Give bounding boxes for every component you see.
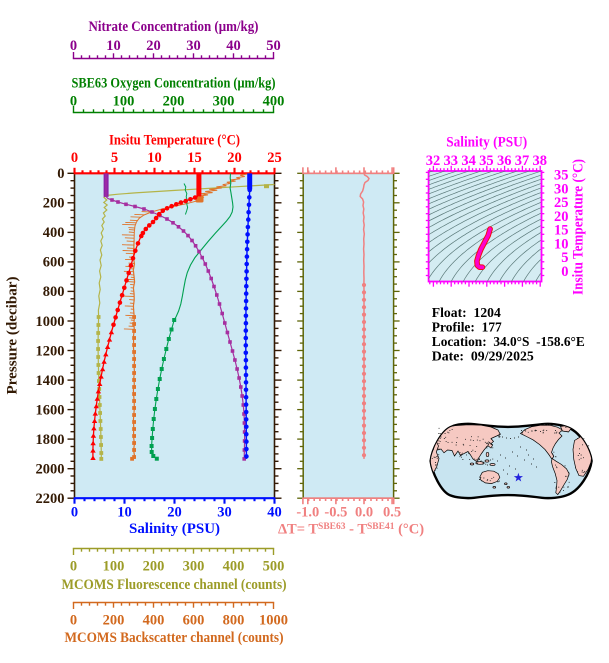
svg-text:0: 0 (561, 264, 568, 280)
svg-text:30: 30 (186, 38, 201, 54)
svg-text:36: 36 (497, 153, 512, 169)
svg-text:400: 400 (143, 612, 165, 628)
svg-text:32: 32 (426, 153, 441, 169)
svg-text:600: 600 (43, 255, 65, 271)
svg-text:35: 35 (554, 168, 569, 184)
svg-text:200: 200 (143, 558, 165, 574)
svg-text:0: 0 (70, 612, 77, 628)
svg-text:15: 15 (554, 223, 569, 239)
svg-text:-0.5: -0.5 (324, 504, 347, 520)
svg-text:1800: 1800 (36, 432, 65, 448)
svg-text:200: 200 (43, 196, 65, 212)
svg-text:400: 400 (43, 225, 65, 241)
svg-text:20: 20 (227, 150, 242, 166)
svg-text:800: 800 (223, 612, 245, 628)
svg-text:0: 0 (57, 166, 64, 182)
svg-text:5: 5 (561, 250, 568, 266)
svg-text:34: 34 (461, 153, 476, 169)
svg-text:0.5: 0.5 (383, 504, 401, 520)
svg-text:200: 200 (103, 612, 125, 628)
svg-text:Location: 34.0°S -158.6°E: Location: 34.0°S -158.6°E (432, 335, 585, 350)
svg-text:100: 100 (113, 93, 135, 109)
svg-text:300: 300 (183, 558, 205, 574)
svg-text:0: 0 (70, 558, 77, 574)
svg-text:37: 37 (515, 153, 530, 169)
svg-text:MCOMS Backscatter channel (cou: MCOMS Backscatter channel (counts) (65, 630, 284, 646)
svg-text:Float: 1204: Float: 1204 (432, 306, 501, 321)
svg-text:2200: 2200 (36, 491, 65, 507)
svg-text:38: 38 (533, 153, 548, 169)
svg-text:Insitu Temperature (°C): Insitu Temperature (°C) (571, 159, 587, 295)
svg-text:1000: 1000 (36, 314, 65, 330)
svg-text:0.0: 0.0 (355, 504, 373, 520)
svg-text:2000: 2000 (36, 462, 65, 478)
svg-text:0: 0 (71, 504, 78, 520)
svg-text:10: 10 (117, 504, 132, 520)
svg-text:20: 20 (146, 38, 161, 54)
svg-text:5: 5 (111, 150, 118, 166)
svg-text:100: 100 (103, 558, 125, 574)
svg-text:50: 50 (266, 38, 281, 54)
svg-text:25: 25 (554, 195, 569, 211)
svg-text:800: 800 (43, 284, 65, 300)
svg-text:10: 10 (106, 38, 121, 54)
svg-text:Salinity (PSU): Salinity (PSU) (129, 521, 220, 537)
svg-text:300: 300 (213, 93, 235, 109)
svg-text:-1.0: -1.0 (296, 504, 319, 520)
svg-text:10: 10 (147, 150, 162, 166)
svg-text:1200: 1200 (36, 343, 65, 359)
svg-text:10: 10 (554, 236, 569, 252)
svg-text:0: 0 (70, 38, 77, 54)
svg-text:Insitu Temperature (°C): Insitu Temperature (°C) (109, 133, 240, 149)
svg-text:20: 20 (554, 209, 569, 225)
svg-text:33: 33 (444, 153, 459, 169)
svg-text:15: 15 (187, 150, 202, 166)
svg-text:40: 40 (226, 38, 241, 54)
svg-text:Nitrate Concentration (μm/kg): Nitrate Concentration (μm/kg) (89, 19, 259, 35)
svg-text:30: 30 (554, 181, 569, 197)
svg-text:Pressure (decibar): Pressure (decibar) (5, 276, 21, 394)
svg-text:200: 200 (163, 93, 185, 109)
svg-text:35: 35 (479, 153, 494, 169)
svg-text:Salinity (PSU): Salinity (PSU) (446, 135, 527, 151)
svg-text:500: 500 (263, 558, 285, 574)
svg-text:400: 400 (263, 93, 285, 109)
svg-text:1600: 1600 (36, 402, 65, 418)
svg-text:SBE63 Oxygen Concentration (μm: SBE63 Oxygen Concentration (μm/kg) (72, 76, 276, 92)
svg-text:Profile: 177: Profile: 177 (432, 321, 502, 336)
svg-text:Date: 09/29/2025: Date: 09/29/2025 (432, 350, 534, 365)
svg-text:25: 25 (267, 150, 282, 166)
svg-text:600: 600 (183, 612, 205, 628)
svg-text:0: 0 (70, 93, 77, 109)
svg-text:ΔT= TSBE63 - TSBE41 (°C): ΔT= TSBE63 - TSBE41 (°C) (278, 522, 424, 538)
svg-text:20: 20 (167, 504, 182, 520)
svg-text:40: 40 (267, 504, 282, 520)
svg-text:30: 30 (217, 504, 232, 520)
svg-text:MCOMS Fluorescence channel (co: MCOMS Fluorescence channel (counts) (62, 577, 287, 593)
svg-text:0: 0 (71, 150, 78, 166)
svg-text:1000: 1000 (259, 612, 288, 628)
svg-text:400: 400 (223, 558, 245, 574)
svg-text:1400: 1400 (36, 373, 65, 389)
